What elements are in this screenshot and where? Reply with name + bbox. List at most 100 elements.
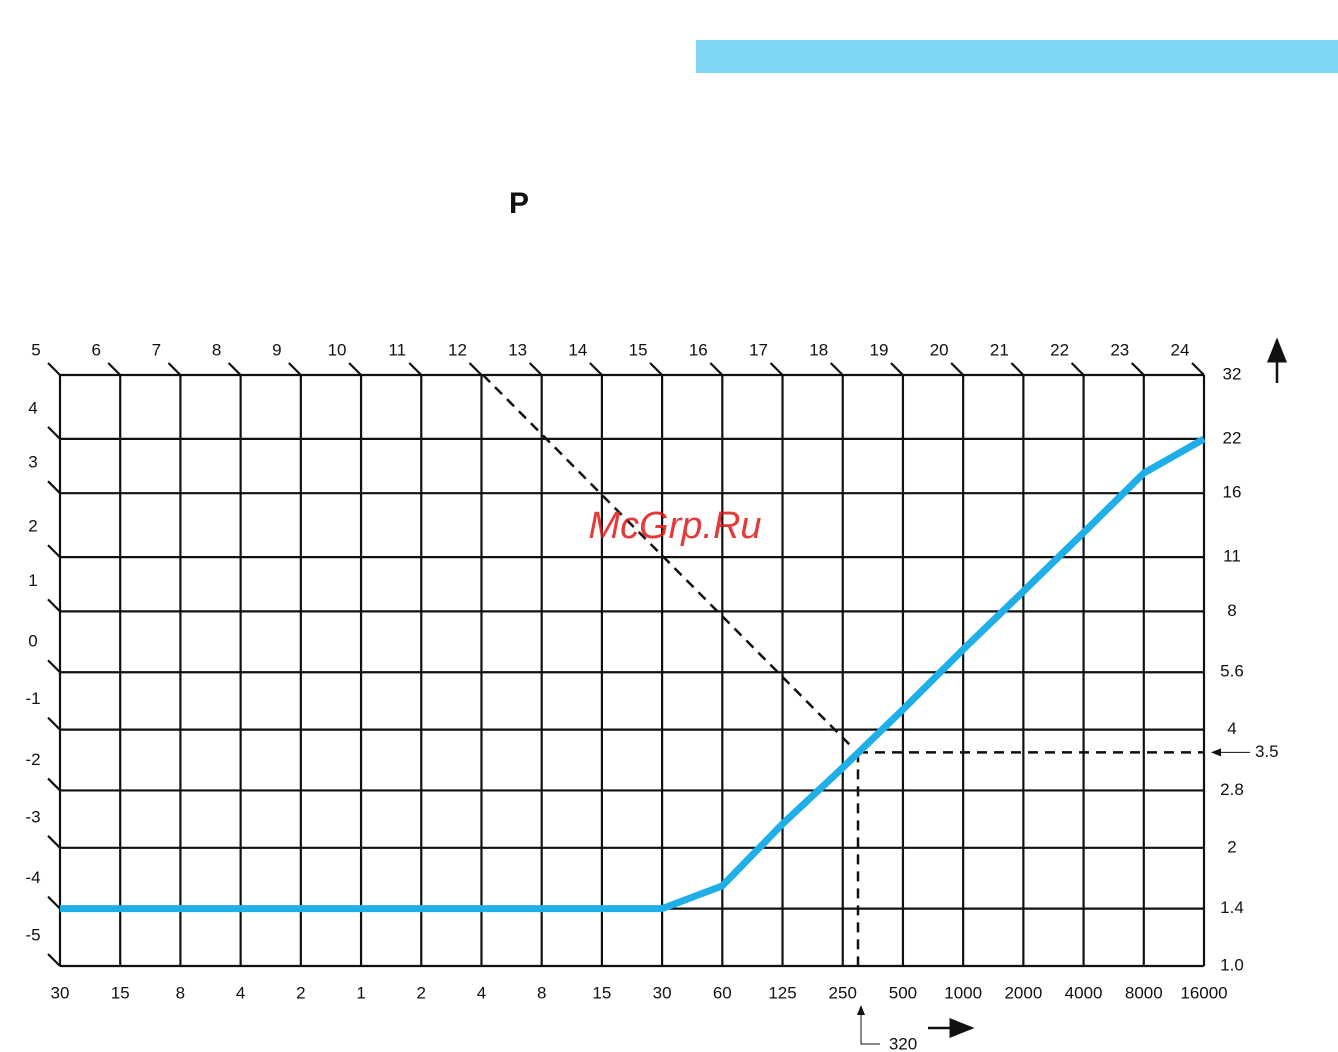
top-label: 20 (930, 340, 949, 359)
left-tick (47, 777, 61, 792)
x-tick-label: 8 (537, 983, 546, 1002)
left-label: -5 (25, 925, 40, 944)
top-label: 8 (212, 340, 221, 359)
top-tick (829, 362, 844, 376)
dashed-guide (482, 374, 851, 746)
top-tick (348, 362, 362, 376)
left-label: 0 (28, 632, 37, 651)
top-tick (528, 362, 543, 376)
x-tick-label: 500 (889, 983, 917, 1002)
top-label: 19 (869, 340, 888, 359)
left-tick (47, 953, 61, 967)
top-label: 10 (328, 340, 347, 359)
y-tick-label: 16 (1223, 483, 1242, 502)
top-label: 13 (508, 340, 527, 359)
left-tick (47, 598, 61, 613)
top-tick (950, 362, 964, 376)
x-tick-label: 4 (477, 983, 486, 1002)
x-tick-label: 4000 (1065, 983, 1103, 1002)
left-label: 1 (28, 571, 37, 590)
x-tick-label: 15 (592, 983, 611, 1002)
left-tick (47, 544, 61, 558)
y-tick-label: 11 (1223, 547, 1241, 566)
y-tick-label: 2 (1227, 837, 1236, 856)
y-tick-label: 22 (1223, 428, 1242, 447)
left-tick (47, 895, 61, 910)
x-tick-label: 1 (356, 983, 365, 1002)
x-tick-label: 4 (236, 983, 245, 1002)
y-tick-label: 8 (1227, 601, 1236, 620)
top-tick (589, 362, 603, 376)
left-label: 4 (28, 398, 37, 417)
marker-label: 3.5 (1255, 742, 1279, 761)
top-label: 23 (1110, 340, 1129, 359)
x-tick-label: 30 (653, 983, 672, 1002)
top-label: 5 (31, 340, 40, 359)
left-label: -3 (25, 807, 40, 826)
y-tick-label: 32 (1223, 364, 1242, 383)
left-label: -4 (25, 868, 40, 887)
marker-label: 320 (889, 1034, 917, 1052)
top-label: 22 (1050, 340, 1069, 359)
y-tick-label: 5.6 (1220, 662, 1244, 681)
top-label: 17 (749, 340, 768, 359)
x-tick-label: 8 (176, 983, 185, 1002)
y-tick-label: 4 (1227, 719, 1236, 738)
left-label: -2 (25, 750, 40, 769)
top-tick (1131, 362, 1145, 376)
x-tick-label: 1000 (944, 983, 982, 1002)
top-label: 16 (689, 340, 708, 359)
left-tick (47, 835, 61, 849)
x-tick-label: 250 (829, 983, 857, 1002)
left-tick (47, 659, 61, 674)
watermark: McGrp.Ru (588, 505, 761, 547)
header-bar (696, 40, 1338, 73)
x-tick-label: 60 (713, 983, 732, 1002)
top-label: 14 (568, 340, 587, 359)
top-label: 15 (629, 340, 648, 359)
top-tick (890, 362, 904, 376)
top-tick (769, 362, 784, 376)
x-tick-label: 16000 (1180, 983, 1227, 1002)
top-label: 6 (91, 340, 100, 359)
top-label: 11 (388, 340, 406, 359)
x-tick-label: 2000 (1004, 983, 1042, 1002)
left-label: -1 (25, 689, 40, 708)
x-tick-label: 125 (768, 983, 796, 1002)
top-tick (709, 362, 724, 376)
top-tick (227, 362, 242, 376)
left-label: 2 (28, 517, 37, 536)
top-tick (408, 362, 423, 376)
marker-arrow (857, 1005, 880, 1045)
y-tick-label: 2.8 (1220, 780, 1244, 799)
left-label: 3 (28, 453, 37, 472)
top-tick (468, 362, 483, 376)
top-label: 7 (152, 340, 161, 359)
top-tick (107, 362, 121, 376)
top-tick (1070, 362, 1085, 376)
top-label: 24 (1171, 340, 1190, 359)
left-tick (47, 480, 61, 494)
x-tick-label: 2 (417, 983, 426, 1002)
x-tick-label: 15 (111, 983, 130, 1002)
top-label: 12 (448, 340, 467, 359)
top-tick (649, 362, 663, 376)
x-tick-label: 2 (296, 983, 305, 1002)
top-label: 21 (990, 340, 1009, 359)
y-tick-label: 1.4 (1220, 898, 1244, 917)
top-tick (288, 362, 302, 376)
left-tick (47, 426, 61, 440)
x-tick-label: 30 (51, 983, 70, 1002)
left-tick (47, 716, 61, 731)
series-line (60, 435, 1206, 913)
chart-title: P (509, 187, 529, 220)
y-tick-label: 1.0 (1220, 955, 1244, 974)
top-tick (1191, 362, 1205, 376)
top-tick (167, 362, 182, 376)
x-tick-label: 8000 (1125, 983, 1163, 1002)
top-tick (47, 362, 61, 376)
top-label: 9 (272, 340, 281, 359)
top-label: 18 (809, 340, 828, 359)
top-tick (1010, 362, 1025, 376)
